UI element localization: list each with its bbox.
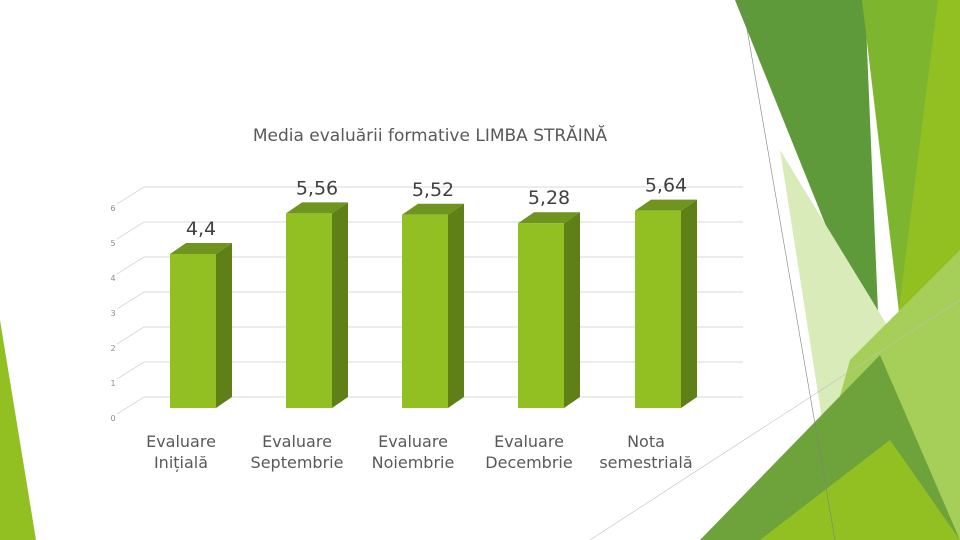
bar-side [332,202,348,408]
category-label-line: Inițială [154,453,208,472]
deco-band-left [0,320,36,540]
deco-line-2 [589,299,960,540]
bar [402,203,464,408]
category-label: Nota semestrială [599,432,692,472]
bar-top [635,199,697,211]
gridline-side [116,396,145,415]
category-label: Evaluare Noiembrie [372,432,455,472]
gridline-side [116,221,145,240]
gridline-side [116,361,145,380]
bar-top [170,243,232,254]
bar-front [635,210,681,408]
category-label: Evaluare Inițială [146,432,216,472]
bar-top [518,212,580,224]
y-tick-label: 4 [110,274,115,283]
data-label: 5,28 [528,187,570,209]
gridline-side [116,186,145,205]
y-tick-label: 5 [110,239,115,248]
y-tick-label: 6 [110,204,115,213]
deco-band-lower [760,440,960,540]
gridline-side [116,256,145,275]
category-label-line: Nota [627,432,665,451]
category-label-line: Evaluare [146,432,216,451]
bar [518,212,580,408]
bar-front [402,214,448,408]
category-label: Evaluare Septembrie [251,432,344,472]
data-label: 5,52 [412,179,454,201]
category-label-line: Noiembrie [372,453,455,472]
gridline-side [116,326,145,345]
bar-front [286,213,332,408]
category-label-line: Evaluare [262,432,332,451]
y-tick-label: 0 [110,414,115,423]
data-label: 5,56 [296,177,338,199]
y-tick-label: 2 [110,344,115,353]
data-labels: 4,4 5,56 5,52 5,28 5,64 [186,175,687,240]
bar-top [402,203,464,215]
bar-side [564,212,580,408]
bar [170,243,232,408]
gridline-side [116,291,145,310]
data-label: 4,4 [186,218,216,240]
bar [635,199,697,408]
y-tick-label: 1 [110,379,115,388]
y-tick-label: 3 [110,309,115,318]
chart-title: Media evaluării formative LIMBA STRĂINĂ [253,124,608,146]
bar-front [518,223,564,408]
bar-side [216,243,232,408]
category-label-line: Evaluare [494,432,564,451]
category-label: Evaluare Decembrie [485,432,572,472]
category-label-line: semestrială [599,453,692,472]
bars [170,199,697,408]
category-label-line: Decembrie [485,453,572,472]
bar-front [170,254,216,408]
deco-line-1 [741,0,836,540]
bar-top [286,202,348,214]
data-label: 5,64 [645,175,687,197]
bar-side [448,203,464,408]
bar-side [681,199,697,408]
category-label-line: Septembrie [251,453,344,472]
y-axis-ticks: 0 1 2 3 4 5 6 [110,204,115,423]
category-label-line: Evaluare [378,432,448,451]
deco-band-top-2 [862,0,940,320]
deco-band-top-3 [895,0,960,340]
bar [286,202,348,408]
